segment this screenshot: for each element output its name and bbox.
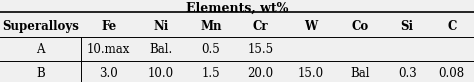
Text: Superalloys: Superalloys	[2, 20, 79, 33]
Text: Si: Si	[401, 20, 414, 33]
Text: Co: Co	[351, 20, 369, 33]
Text: Mn: Mn	[200, 20, 221, 33]
Text: 1.5: 1.5	[201, 67, 220, 80]
Text: Bal.: Bal.	[149, 43, 173, 56]
Text: 20.0: 20.0	[247, 67, 273, 80]
Text: B: B	[36, 67, 45, 80]
Text: 0.08: 0.08	[438, 67, 465, 80]
Text: C: C	[447, 20, 456, 33]
Text: 15.5: 15.5	[247, 43, 273, 56]
Text: Fe: Fe	[101, 20, 116, 33]
Text: Bal: Bal	[350, 67, 370, 80]
Text: Elements, wt%: Elements, wt%	[186, 2, 288, 15]
Text: W: W	[304, 20, 317, 33]
Text: 15.0: 15.0	[297, 67, 323, 80]
Text: 0.5: 0.5	[201, 43, 220, 56]
Text: Ni: Ni	[154, 20, 169, 33]
Text: 10.max: 10.max	[87, 43, 130, 56]
Text: 0.3: 0.3	[398, 67, 417, 80]
Text: Cr: Cr	[253, 20, 268, 33]
Text: 3.0: 3.0	[100, 67, 118, 80]
Text: A: A	[36, 43, 45, 56]
Text: 10.0: 10.0	[148, 67, 174, 80]
